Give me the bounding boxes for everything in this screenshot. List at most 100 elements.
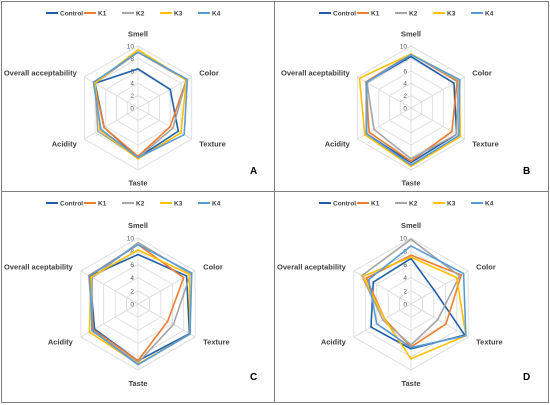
axis-label-texture: Texture [199, 139, 226, 148]
legend-label-control: Control [333, 201, 356, 208]
axis-label-texture: Texture [203, 338, 230, 347]
radar-panel-d: 0 2 4 6 8 10 Smell Color Texture Taste Acidity Over… [274, 191, 549, 403]
series-line-k4 [367, 245, 467, 349]
axis-label-smell: Smell [401, 221, 421, 230]
axis-label-overall-acceptability: Overall acceptability [4, 69, 78, 78]
legend-label-k3: K3 [174, 201, 183, 208]
tick-label: 0 [130, 106, 134, 113]
axis-label-taste: Taste [401, 379, 420, 388]
grid-spoke [137, 303, 196, 338]
legend-label-k4: K4 [212, 11, 221, 18]
tick-label: 8 [403, 249, 407, 256]
tick-label: 10 [127, 236, 135, 243]
legend: Control K1 K2 K3 K4 [319, 11, 494, 18]
legend-label-k3: K3 [447, 11, 456, 18]
radar-chart-a: 0 2 4 6 8 10 Smell Color Texture Taste Acidity Over… [4, 11, 257, 188]
axis-label-color: Color [199, 69, 219, 78]
tick-label: 6 [130, 262, 134, 269]
axis-label-taste: Taste [401, 179, 420, 188]
series-line-k2 [90, 241, 192, 364]
grid-spoke [410, 107, 465, 140]
legend-label-control: Control [60, 201, 83, 208]
legend-label-k3: K3 [447, 201, 456, 208]
legend-label-k4: K4 [212, 201, 221, 208]
radar-grid [356, 45, 466, 171]
tick-label: 10 [400, 236, 408, 243]
tick-label: 2 [403, 93, 407, 100]
radar-chart-b: 0246810SmellColorTextureTasteAcidityOver… [281, 11, 530, 188]
legend-label-control: Control [60, 11, 83, 18]
radar-panel-c: 0 2 4 6 8 10 Smell Color Texture Taste Acidity Over… [1, 191, 275, 403]
series-line-k4 [365, 53, 461, 166]
series-line-k2 [361, 238, 461, 346]
legend: Control K1 K2 K3 K4 [319, 201, 494, 208]
grid-spoke [410, 303, 469, 338]
legend-label-k1: K1 [371, 201, 380, 208]
tick-label: 6 [403, 68, 407, 75]
grid-spoke [410, 76, 465, 109]
axis-label-color: Color [476, 262, 496, 271]
tick-label: 0 [403, 302, 407, 309]
tick-label: 10 [400, 44, 408, 51]
series-line-k3 [358, 53, 462, 168]
panel-letter: A [250, 166, 257, 177]
tick-label: 0 [403, 106, 407, 113]
axis-label-color: Color [203, 262, 223, 271]
radar-chart-d: 0 2 4 6 8 10 Smell Color Texture Taste Acidity Over… [277, 201, 530, 389]
tick-label: 8 [130, 249, 134, 256]
axis-label-taste: Taste [128, 179, 147, 188]
tick-label: 4 [403, 81, 407, 88]
axis-label-acidity: Acidity [48, 338, 74, 347]
tick-label: 4 [130, 81, 134, 88]
tick-label: 4 [403, 275, 407, 282]
axis-label-texture: Texture [472, 139, 499, 148]
axis-label-overall-aceptability: Overall aceptability [277, 262, 347, 271]
legend-label-k1: K1 [98, 201, 107, 208]
grid-spoke [137, 270, 196, 305]
axis-label-taste: Taste [128, 379, 147, 388]
legend-label-k2: K2 [136, 11, 145, 18]
grid-spoke [80, 303, 139, 338]
legend-label-k4: K4 [485, 11, 494, 18]
panel-letter: D [523, 372, 530, 383]
tick-label: 10 [127, 44, 135, 51]
series-line-k4 [92, 51, 189, 159]
grid-spoke [137, 107, 192, 140]
legend: Control K1 K2 K3 K4 [46, 11, 221, 18]
legend: Control K1 K2 K3 K4 [46, 201, 221, 208]
legend-label-k4: K4 [485, 201, 494, 208]
grid-spoke [137, 76, 192, 109]
tick-label: 8 [130, 56, 134, 63]
axis-label-smell: Smell [401, 29, 421, 38]
tick-label: 0 [130, 302, 134, 309]
series-line-k4 [88, 243, 193, 366]
legend-label-k3: K3 [174, 11, 183, 18]
radar-grid [80, 237, 196, 371]
axis-label-overall-aceptability: Overall aceptability [4, 262, 74, 271]
axis-label-smell: Smell [128, 29, 148, 38]
axis-label-acidity: Acidity [52, 139, 78, 148]
panel-letter: C [250, 372, 257, 383]
axis-label-acidity: Acidity [321, 338, 347, 347]
legend-label-control: Control [333, 11, 356, 18]
legend-label-k2: K2 [409, 201, 418, 208]
axis-label-smell: Smell [128, 221, 148, 230]
series-line-k3 [94, 48, 188, 160]
axis-label-acidity: Acidity [325, 139, 351, 148]
radar-panel-a: 0 2 4 6 8 10 Smell Color Texture Taste Acidity Over… [1, 1, 275, 192]
tick-label: 4 [130, 275, 134, 282]
radar-chart-c: 0 2 4 6 8 10 Smell Color Texture Taste Acidity Over… [4, 201, 257, 389]
axis-label-texture: Texture [476, 338, 503, 347]
axis-label-color: Color [472, 69, 492, 78]
tick-label: 6 [130, 68, 134, 75]
radar-panel-b: 0 2 4 6 8 10 Smell Color Texture Taste Acidity Over… [274, 1, 549, 192]
legend-label-k2: K2 [136, 201, 145, 208]
panel-letter: B [523, 166, 530, 177]
tick-label: 2 [130, 93, 134, 100]
legend-label-k1: K1 [371, 11, 380, 18]
tick-label: 2 [130, 288, 134, 295]
series-line-k3 [362, 256, 467, 360]
tick-label: 6 [403, 262, 407, 269]
tick-label: 2 [403, 288, 407, 295]
